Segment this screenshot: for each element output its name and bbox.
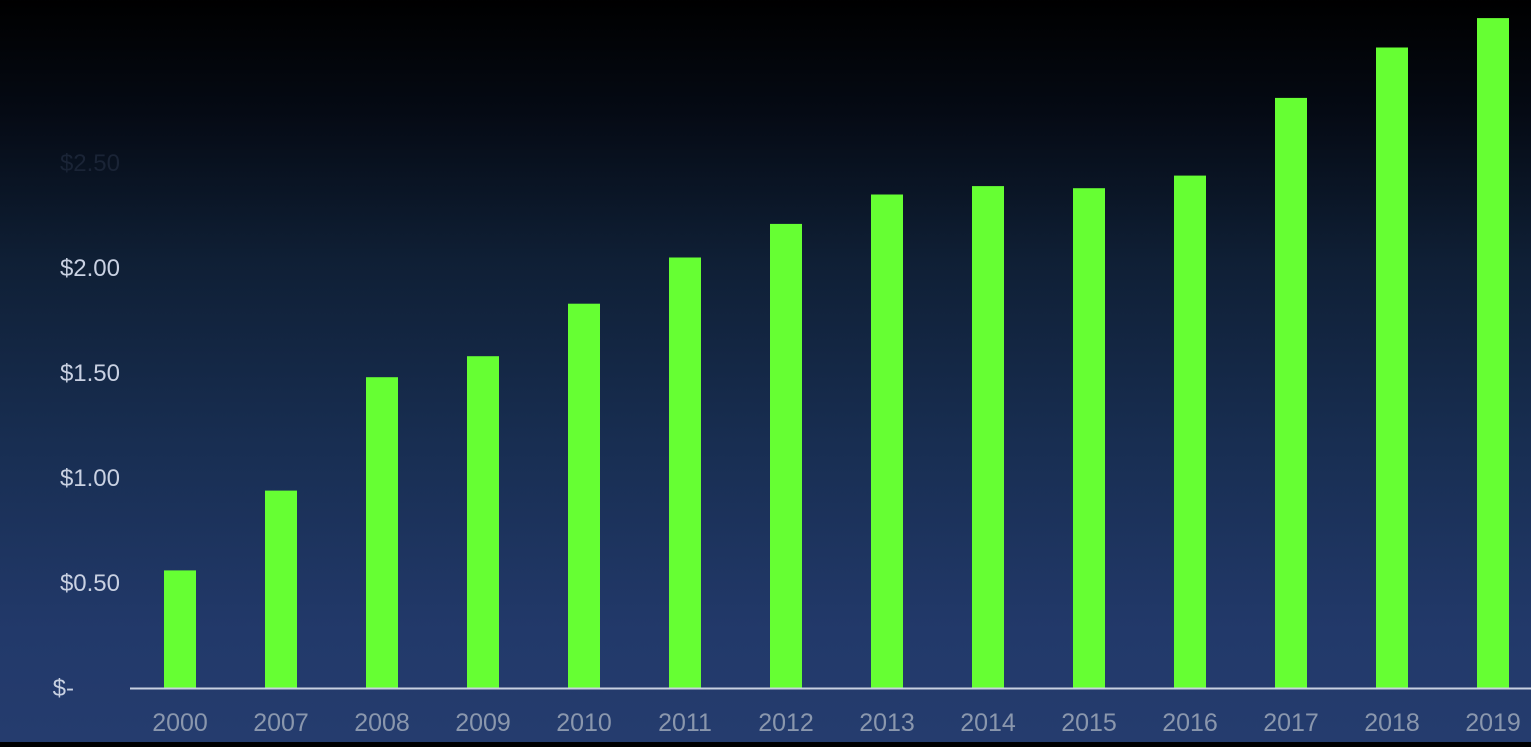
x-tick-label: 2007 bbox=[253, 709, 309, 737]
y-tick-label: $2.00 bbox=[60, 255, 120, 282]
bar-2016 bbox=[1174, 175, 1206, 689]
bar-2014 bbox=[972, 186, 1004, 688]
x-tick-label: 2000 bbox=[152, 709, 208, 737]
bar-series bbox=[164, 18, 1509, 689]
bar-2010 bbox=[568, 303, 600, 688]
bar-2013 bbox=[871, 194, 903, 688]
x-tick-label: 2009 bbox=[455, 709, 511, 737]
bar-2018 bbox=[1376, 47, 1408, 688]
x-tick-label: 2016 bbox=[1162, 709, 1218, 737]
x-tick-label: 2014 bbox=[960, 709, 1016, 737]
y-tick-label: $2.50 bbox=[60, 150, 120, 177]
x-tick-label: 2017 bbox=[1263, 709, 1319, 737]
y-tick-label: $0.50 bbox=[60, 570, 120, 597]
x-tick-label: 2010 bbox=[556, 709, 612, 737]
x-tick-label: 2018 bbox=[1364, 709, 1420, 737]
bar-2007 bbox=[265, 490, 297, 688]
x-tick-label: 2012 bbox=[758, 709, 814, 737]
bar-2019 bbox=[1477, 18, 1509, 689]
x-tick-label: 2011 bbox=[658, 709, 712, 737]
bar-2011 bbox=[669, 257, 701, 688]
bar-2012 bbox=[770, 223, 802, 688]
x-axis-tick-labels: 2000 2007 2008 2009 2010 2011 2012 2013 2014 2015… bbox=[152, 709, 1521, 737]
x-tick-label: 2015 bbox=[1061, 709, 1117, 737]
bar-2008 bbox=[366, 377, 398, 688]
x-tick-label: 2013 bbox=[859, 709, 915, 737]
y-tick-label: $1.50 bbox=[60, 360, 120, 387]
x-tick-label: 2019 bbox=[1465, 709, 1521, 737]
bar-2017 bbox=[1275, 97, 1307, 688]
bar-2015 bbox=[1073, 188, 1105, 688]
bar-2000 bbox=[164, 570, 196, 688]
x-tick-label: 2008 bbox=[354, 709, 410, 737]
bar-2009 bbox=[467, 356, 499, 688]
y-tick-label: $1.00 bbox=[60, 465, 120, 492]
y-tick-label: $- bbox=[53, 675, 74, 702]
y-axis-tick-labels: $- $0.50 $1.00 $1.50 $2.00 $2.50 bbox=[53, 150, 120, 702]
